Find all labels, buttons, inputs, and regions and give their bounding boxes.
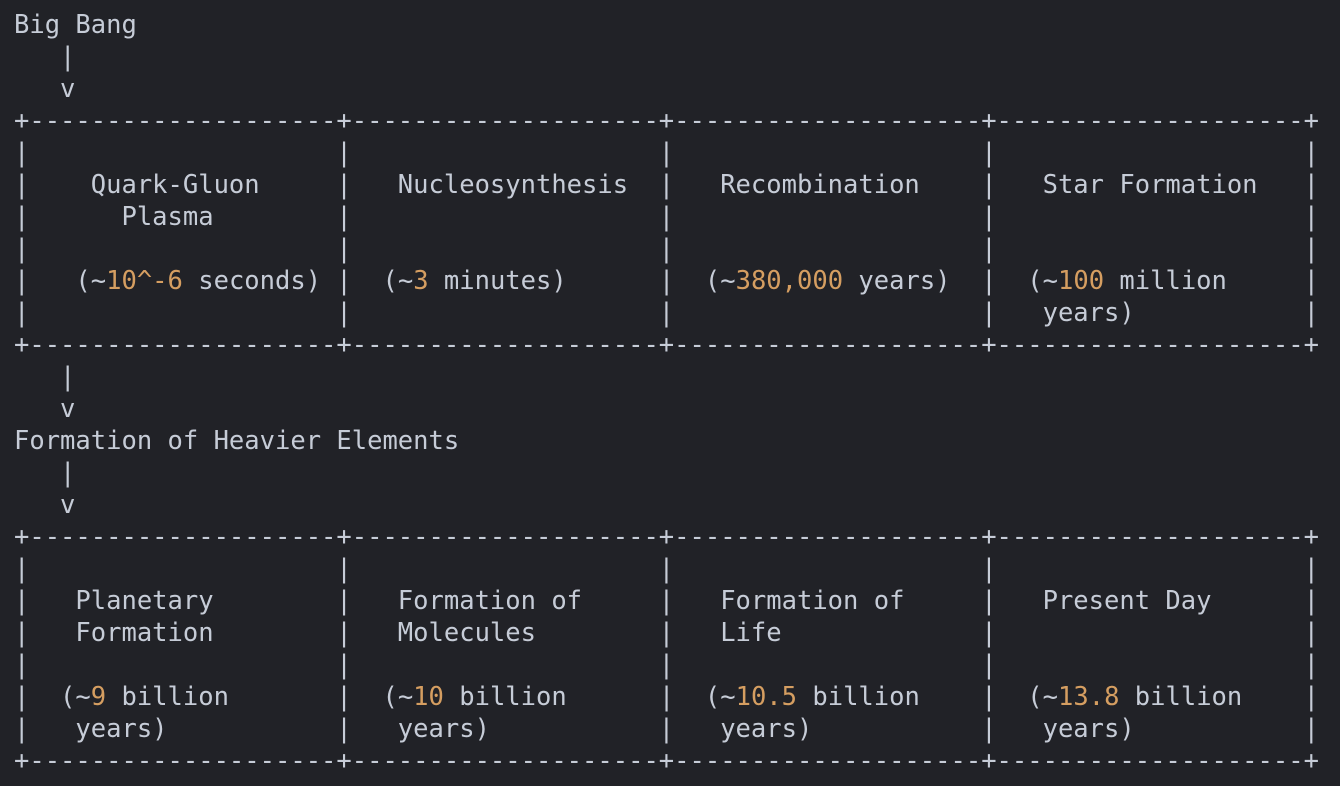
- diagram-line: | (~10^-6 seconds) | (~3 minutes) | (~38…: [14, 265, 1340, 297]
- text-segment: v: [14, 490, 76, 520]
- text-segment: seconds) | (~: [182, 266, 414, 296]
- text-segment: | | | | |: [14, 234, 1319, 264]
- diagram-line: | | | | |: [14, 649, 1340, 681]
- text-segment: | Planetary | Formation of | Formation o…: [14, 586, 1319, 616]
- diagram-line: | | | | |: [14, 137, 1340, 169]
- text-segment: |: [14, 458, 76, 488]
- diagram-line: +--------------------+------------------…: [14, 329, 1340, 361]
- text-segment: | Quark-Gluon | Nucleosynthesis | Recomb…: [14, 170, 1319, 200]
- text-segment: Formation of Heavier Elements: [14, 426, 460, 456]
- number-token: 3: [413, 266, 429, 296]
- text-segment: | | | | years) |: [14, 298, 1319, 328]
- text-segment: Big Bang: [14, 10, 137, 40]
- diagram-line: |: [14, 457, 1340, 489]
- diagram-line: v: [14, 489, 1340, 521]
- text-segment: | Formation | Molecules | Life | |: [14, 618, 1319, 648]
- diagram-line: | | | | |: [14, 553, 1340, 585]
- diagram-line: +--------------------+------------------…: [14, 105, 1340, 137]
- number-token: 9: [90, 682, 107, 712]
- text-segment: | (~: [14, 266, 107, 296]
- diagram-line: +--------------------+------------------…: [14, 521, 1340, 553]
- diagram-line: | Planetary | Formation of | Formation o…: [14, 585, 1340, 617]
- text-segment: |: [14, 362, 76, 392]
- number-token: 100: [1058, 266, 1105, 296]
- number-token: 10.5: [735, 682, 798, 712]
- diagram-line: | Formation | Molecules | Life | |: [14, 617, 1340, 649]
- text-segment: billion | (~: [443, 682, 736, 712]
- diagram-line: v: [14, 73, 1340, 105]
- diagram-line: v: [14, 393, 1340, 425]
- number-token: 10^-6: [106, 266, 183, 296]
- text-segment: | Plasma | | | |: [14, 202, 1319, 232]
- text-segment: +--------------------+------------------…: [14, 522, 1319, 552]
- text-segment: | | | | |: [14, 138, 1319, 168]
- number-token: 13.8: [1058, 682, 1120, 712]
- text-segment: | | | | |: [14, 650, 1319, 680]
- text-segment: v: [14, 74, 76, 104]
- diagram-line: | Quark-Gluon | Nucleosynthesis | Recomb…: [14, 169, 1340, 201]
- diagram-line: +--------------------+------------------…: [14, 745, 1340, 777]
- diagram-line: |: [14, 41, 1340, 73]
- text-segment: | years) | years) | years) | years) |: [14, 714, 1319, 744]
- text-segment: +--------------------+------------------…: [14, 330, 1319, 360]
- diagram-line: | years) | years) | years) | years) |: [14, 713, 1340, 745]
- text-segment: billion |: [1119, 682, 1320, 712]
- text-segment: minutes) | (~: [428, 266, 736, 296]
- text-segment: v: [14, 394, 76, 424]
- text-segment: | | | | |: [14, 554, 1319, 584]
- text-segment: years) | (~: [843, 266, 1058, 296]
- text-segment: |: [14, 42, 76, 72]
- text-segment: million |: [1104, 266, 1319, 296]
- number-token: 10: [413, 682, 444, 712]
- text-segment: billion | (~: [797, 682, 1059, 712]
- diagram-line: |: [14, 361, 1340, 393]
- diagram-line: | (~9 billion | (~10 billion | (~10.5 bi…: [14, 681, 1340, 713]
- diagram-line: Big Bang: [14, 9, 1340, 41]
- diagram-line: | | | | |: [14, 233, 1340, 265]
- text-segment: | (~: [14, 682, 91, 712]
- diagram-line: Formation of Heavier Elements: [14, 425, 1340, 457]
- text-segment: billion | (~: [106, 682, 414, 712]
- diagram-line: | | | | years) |: [14, 297, 1340, 329]
- text-segment: +--------------------+------------------…: [14, 106, 1319, 136]
- diagram-line: | Plasma | | | |: [14, 201, 1340, 233]
- text-segment: +--------------------+------------------…: [14, 746, 1319, 776]
- number-token: 380,000: [735, 266, 844, 296]
